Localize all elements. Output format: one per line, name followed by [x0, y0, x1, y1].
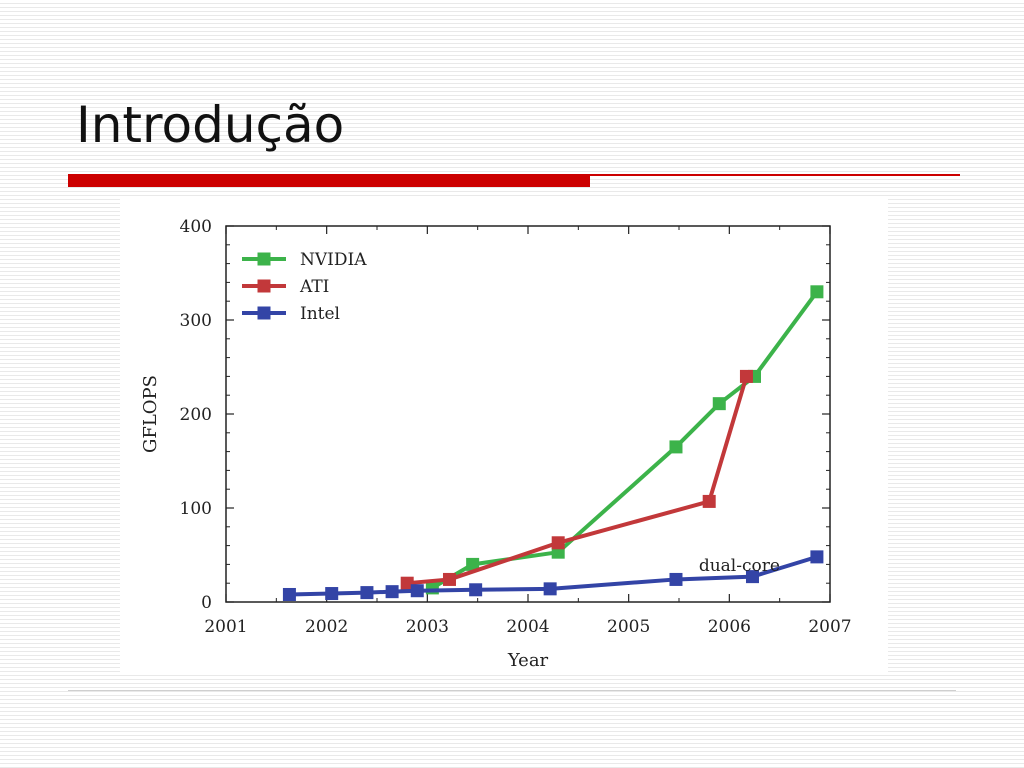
data-point-ati	[739, 369, 753, 383]
annotation-label: dual-core	[699, 556, 780, 576]
y-tick-label: 200	[180, 405, 212, 425]
y-tick-label: 400	[180, 217, 212, 237]
y-tick-label: 0	[201, 593, 212, 613]
x-tick-label: 2002	[305, 617, 348, 637]
series-line-nvidia	[431, 290, 819, 590]
x-axis-label: Year	[507, 650, 549, 671]
data-point-intel	[360, 586, 374, 600]
series-line-ati	[407, 375, 749, 586]
data-point-intel	[745, 570, 759, 584]
x-tick-label: 2006	[708, 617, 751, 637]
data-point-nvidia	[810, 285, 824, 299]
data-point-intel	[543, 582, 557, 596]
series-line-intel	[289, 554, 818, 597]
legend-marker	[257, 279, 271, 293]
x-tick-label: 2003	[406, 617, 449, 637]
data-point-intel	[385, 585, 399, 599]
chart-panel: 2001 2002 2003 2004 2005 2006 2007 0 100 200 300 40…	[120, 196, 888, 672]
data-point-ati	[400, 576, 414, 590]
data-point-ati	[702, 494, 716, 508]
y-tick-label: 100	[180, 499, 212, 519]
footer-divider	[68, 690, 956, 691]
data-point-nvidia	[712, 397, 726, 411]
data-point-ati	[442, 572, 456, 586]
x-tick-label: 2005	[607, 617, 650, 637]
data-point-intel	[282, 587, 296, 601]
data-point-nvidia	[466, 557, 480, 571]
data-point-ati	[551, 536, 565, 550]
data-point-nvidia	[669, 440, 683, 454]
legend-marker	[257, 306, 271, 320]
y-axis-label: GFLOPS	[140, 375, 161, 453]
legend-marker	[257, 252, 271, 266]
legend-label: NVIDIA	[300, 250, 367, 270]
x-tick-label: 2004	[506, 617, 549, 637]
gflops-line-chart: 2001 2002 2003 2004 2005 2006 2007 0 100 200 300 40…	[140, 217, 852, 671]
data-point-intel	[469, 583, 483, 597]
legend-label: ATI	[299, 277, 329, 297]
y-tick-label: 300	[180, 311, 212, 331]
data-point-intel	[325, 587, 339, 601]
data-point-intel	[410, 584, 424, 598]
title-underline-thick	[68, 174, 590, 187]
title-underline-thin	[590, 174, 960, 176]
data-point-intel	[810, 550, 824, 564]
slide-title: Introdução	[76, 96, 345, 154]
legend-label: Intel	[300, 304, 340, 324]
data-point-intel	[669, 572, 683, 586]
x-tick-label: 2007	[808, 617, 851, 637]
x-tick-label: 2001	[204, 617, 247, 637]
